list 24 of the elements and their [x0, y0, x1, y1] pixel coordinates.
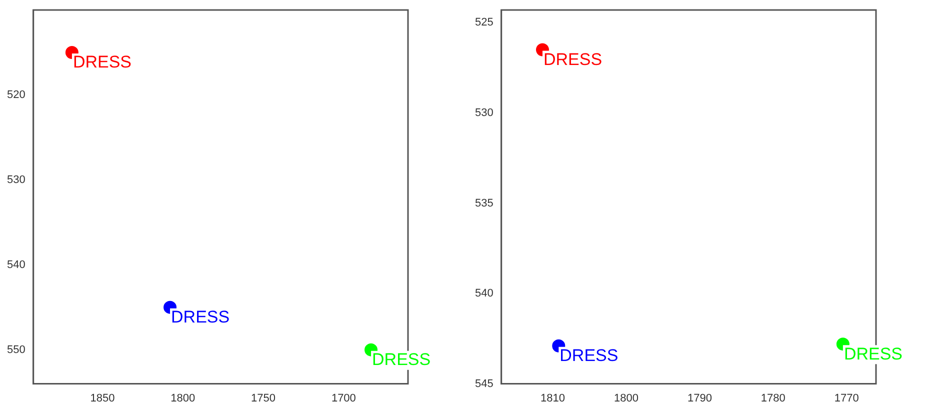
annotation: DRESS — [543, 50, 602, 69]
x-tick-label: 1810 — [540, 392, 566, 404]
x-tick-label: 1780 — [760, 392, 786, 404]
annotation: DRESS — [372, 350, 431, 370]
y-tick-label: 520 — [6, 88, 26, 101]
x-tick-label: 1790 — [687, 392, 712, 404]
annotation: DRESS — [560, 346, 618, 366]
y-tick-label: 550 — [6, 344, 26, 356]
x-tick-label: 1800 — [170, 392, 196, 404]
y-tick-label: 525 — [474, 16, 494, 29]
annotation: DRESS — [72, 52, 132, 72]
y-tick-label: 535 — [474, 197, 494, 210]
x-tick-label: 1800 — [614, 392, 638, 404]
x-tick-label: 1750 — [251, 392, 276, 404]
x-tick-label: 1850 — [90, 392, 115, 404]
annotation: DRESS — [844, 344, 903, 364]
y-tick-label: 545 — [474, 378, 494, 390]
y-tick-label: 540 — [6, 258, 26, 271]
y-tick-label: 540 — [474, 288, 494, 300]
annotation: DRESS — [171, 308, 230, 327]
x-tick-label: 1770 — [834, 392, 859, 404]
y-tick-label: 530 — [6, 174, 26, 186]
x-tick-label: 1700 — [331, 392, 356, 404]
y-tick-label: 530 — [474, 106, 494, 119]
